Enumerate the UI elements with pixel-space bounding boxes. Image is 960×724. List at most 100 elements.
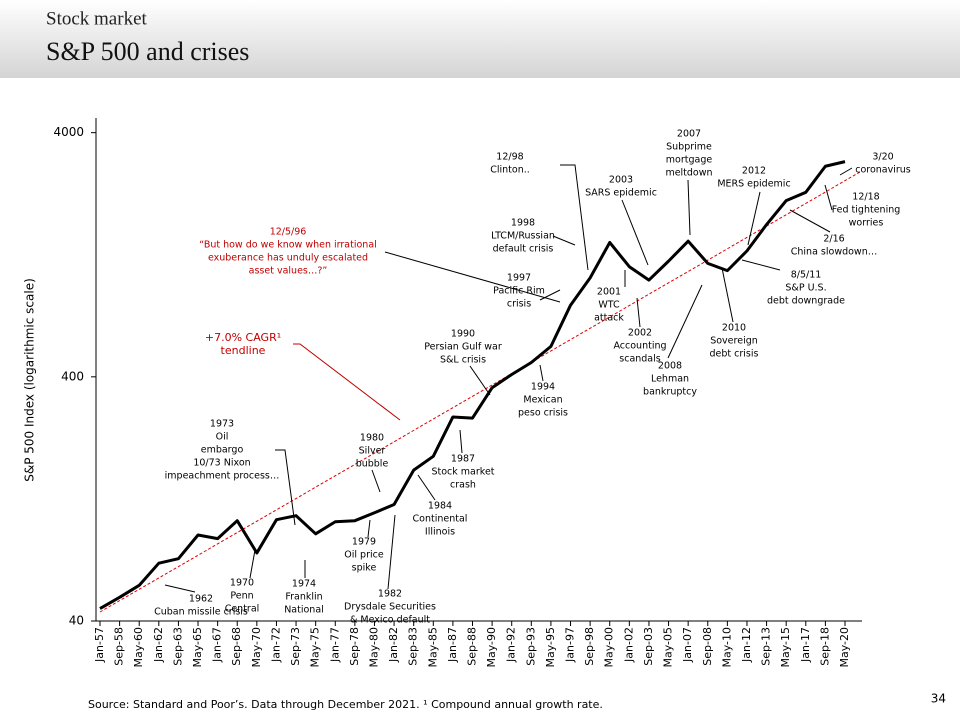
annotation: MERS epidemic: [717, 179, 790, 190]
source: Source: Standard and Poor’s. Data throug…: [88, 698, 603, 711]
annotation: 1973: [210, 419, 234, 430]
annotation: 2001: [597, 287, 621, 298]
x-tick-label: May-20: [838, 627, 851, 668]
annotation: S&P U.S.: [785, 283, 826, 294]
y-tick-label: 400: [61, 369, 84, 383]
annotation: Drysdale Securities: [344, 602, 436, 613]
leader-line: [249, 549, 256, 579]
y-tick-label: 4000: [53, 125, 84, 139]
leader-line: [839, 167, 853, 176]
annotation: Illinois: [425, 527, 455, 538]
leader-line: [384, 251, 561, 303]
leader-line: [417, 474, 436, 501]
leader-line: [789, 209, 831, 233]
x-tick-label: May-90: [485, 627, 498, 668]
annotation: Oil price: [344, 550, 384, 561]
annotation: 2003: [609, 175, 633, 186]
annotation: 1998: [511, 218, 535, 229]
annotation: Penn: [230, 591, 253, 602]
x-tick-label: Sep-68: [230, 627, 243, 666]
leader-line: [747, 191, 761, 246]
annotation: bubble: [356, 459, 389, 470]
annotation: SARS epidemic: [585, 188, 657, 199]
annotation: Sovereign: [710, 336, 758, 347]
x-tick-label: Jan-97: [564, 627, 577, 663]
x-tick-label: Jan-87: [446, 627, 459, 663]
page-number: 34: [931, 692, 946, 706]
annotation: WTC: [598, 300, 620, 311]
annotation: 1987: [451, 454, 475, 465]
annotation: 1962: [189, 594, 213, 605]
annotation: 1982: [378, 589, 402, 600]
x-tick-label: Sep-08: [701, 627, 714, 666]
leader-line: [459, 429, 463, 454]
x-tick-label: Sep-63: [171, 627, 184, 666]
x-tick-label: Sep-03: [642, 627, 655, 666]
annotation: 2012: [742, 166, 766, 177]
leader-line: [621, 199, 649, 266]
leader-line: [741, 259, 781, 271]
annotation: Stock market: [431, 467, 494, 478]
annotation: 1980: [360, 433, 384, 444]
y-tick-label: 40: [69, 614, 84, 628]
annotation: debt crisis: [710, 349, 759, 360]
annotation: 8/5/11: [791, 270, 822, 281]
annotation: Accounting: [613, 341, 666, 352]
x-tick-label: Sep-78: [348, 627, 361, 666]
annotation: Mexican: [523, 395, 562, 406]
x-tick-label: May-65: [191, 627, 204, 668]
x-tick-label: Jan-72: [269, 627, 282, 663]
x-tick-label: Jan-17: [799, 627, 812, 663]
leader-line: [667, 284, 703, 359]
annotation: 1970: [230, 578, 254, 589]
x-tick-label: Sep-73: [289, 627, 302, 666]
annotation: 12/98: [496, 152, 523, 163]
annotation: 2008: [658, 361, 682, 372]
annotation: Clinton..: [490, 165, 530, 176]
x-tick-label: Jan-77: [328, 627, 341, 663]
annotation: peso crisis: [518, 408, 568, 419]
x-tick-label: Jan-82: [387, 627, 400, 663]
x-tick-label: Sep-13: [760, 627, 773, 666]
annotation: 10/73 Nixon: [193, 458, 250, 469]
annotation: worries: [849, 218, 884, 229]
annotation: S&L crisis: [440, 355, 486, 366]
annotation: Continental: [413, 514, 468, 525]
annotation: Oil: [216, 432, 229, 443]
annotation: China slowdown…: [791, 247, 877, 258]
annotation: Lehman: [651, 374, 689, 385]
annotation: tendline: [221, 344, 266, 357]
annotation: 1997: [507, 273, 531, 284]
leader-line: [387, 514, 396, 590]
leader-line: [687, 179, 691, 236]
annotation: 1974: [292, 579, 316, 590]
annotation: Subprime: [666, 142, 712, 153]
x-tick-label: Jan-57: [93, 627, 106, 663]
annotation: bankruptcy: [643, 387, 697, 398]
x-tick-label: May-60: [132, 627, 145, 668]
leader-line: [293, 343, 401, 421]
annotation: Franklin: [285, 592, 322, 603]
annotation: Silver: [359, 446, 386, 457]
x-tick-label: Sep-93: [524, 627, 537, 666]
annotation: embargo: [201, 445, 244, 456]
annotation: LTCM/Russian: [491, 231, 555, 242]
annotation: “But how do we know when irrational: [199, 240, 377, 251]
leader-line: [539, 364, 544, 382]
x-tick-label: Sep-83: [407, 627, 420, 666]
annotation: 2002: [628, 328, 652, 339]
annotation: Cuban missile crisis: [154, 607, 248, 618]
y-axis-label: S&P 500 Index (logarithmic scale): [23, 278, 37, 482]
annotation: 3/20: [872, 152, 893, 163]
x-tick-label: May-75: [309, 627, 322, 668]
x-tick-label: Jan-12: [740, 627, 753, 663]
annotation: +7.0% CAGR¹: [205, 331, 281, 344]
annotation: impeachment process…: [165, 471, 280, 482]
x-tick-label: May-05: [662, 627, 675, 668]
title: S&P 500 and crises: [46, 37, 249, 66]
annotation: debt downgrade: [767, 296, 845, 307]
annotation: 2010: [722, 323, 746, 334]
x-tick-label: May-10: [720, 627, 733, 668]
trendline: [99, 171, 861, 613]
annotation: spike: [352, 563, 377, 574]
